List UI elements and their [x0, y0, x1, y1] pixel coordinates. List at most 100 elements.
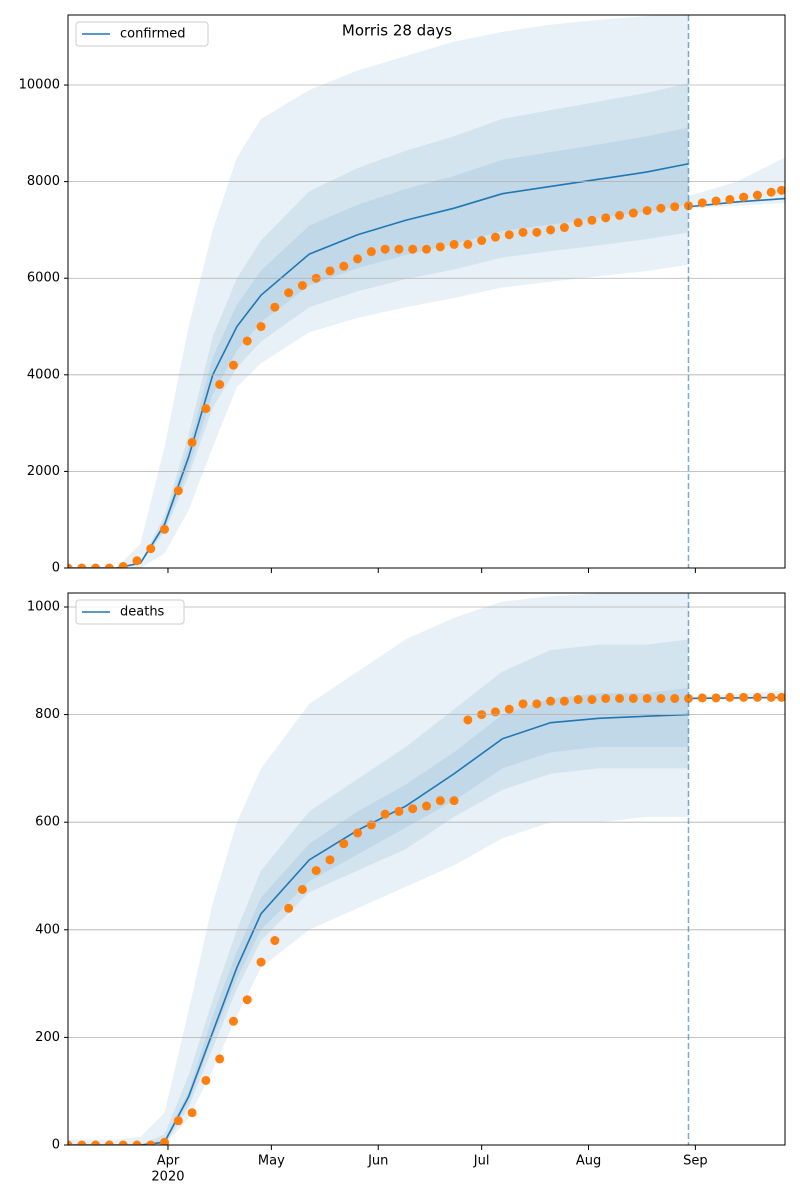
y-tick-label: 10000: [19, 78, 60, 93]
observed-point: [297, 280, 307, 290]
observed-point: [394, 806, 404, 816]
observed-point: [284, 903, 294, 913]
observed-point: [642, 693, 652, 703]
model-line: [68, 162, 689, 568]
observed-point: [146, 1140, 156, 1145]
observed-point: [683, 693, 693, 703]
legend-box: [75, 21, 209, 47]
legend-box: [75, 599, 185, 625]
observed-point: [477, 236, 487, 246]
observed-point: [628, 208, 638, 218]
forecast-band: [68, 83, 689, 568]
observed-point: [118, 562, 128, 568]
observed-point: [270, 936, 280, 946]
observed-point: [160, 524, 170, 534]
axes-frame: [67, 14, 786, 569]
observed-point: [601, 693, 611, 703]
y-tick-label: 8000: [27, 174, 60, 189]
model-line: [68, 713, 689, 1145]
observed-point: [353, 254, 363, 264]
y-tick-label: 0: [52, 561, 60, 576]
observed-point: [725, 194, 735, 204]
observed-point: [228, 1016, 238, 1026]
observed-point: [242, 336, 252, 346]
observed-point: [68, 563, 73, 568]
observed-point: [422, 801, 431, 811]
observed-point: [670, 202, 680, 212]
observed-point: [104, 1140, 114, 1145]
observed-point: [711, 196, 721, 206]
legend-label: deaths: [120, 605, 165, 620]
observed-point: [215, 379, 225, 389]
observed-point: [132, 1140, 142, 1145]
observed-point: [435, 796, 445, 806]
observed-point: [777, 692, 785, 702]
x-year-label: 2020: [151, 1170, 184, 1185]
y-tick-label: 6000: [27, 271, 60, 286]
observed-point: [739, 192, 749, 202]
observed-point: [77, 563, 87, 568]
observed-point: [490, 232, 500, 242]
observed-point: [215, 1054, 225, 1064]
observed-point: [670, 693, 680, 703]
observed-point: [77, 1140, 87, 1145]
observed-point: [573, 218, 583, 228]
observed-point: [752, 692, 762, 702]
observed-point: [573, 695, 583, 705]
observed-point: [256, 957, 266, 967]
legend: deaths: [75, 599, 185, 625]
observed-point: [201, 1075, 211, 1085]
observed-point: [132, 556, 142, 566]
observed-point: [777, 185, 785, 195]
observed-point: [532, 227, 542, 237]
observed-point: [228, 360, 238, 370]
observed-point: [752, 190, 762, 200]
y-tick-label: 2000: [27, 464, 60, 479]
observed-point: [546, 225, 556, 235]
observed-point: [91, 563, 101, 568]
observed-point: [463, 715, 473, 725]
observed-point: [339, 261, 349, 271]
observed-point: [256, 322, 266, 332]
observed-point: [104, 563, 114, 568]
observed-point: [642, 206, 652, 216]
y-tick-label: 200: [35, 1030, 60, 1045]
observed-point: [449, 239, 459, 249]
forecast-band: [68, 639, 689, 1145]
observed-point: [146, 544, 156, 554]
observed-point: [463, 239, 473, 249]
observed-point: [339, 839, 349, 849]
forecast-band: [68, 687, 689, 1145]
observed-point: [656, 693, 666, 703]
observed-point: [518, 227, 528, 237]
y-tick-label: 400: [35, 922, 60, 937]
chart-title: Morris 28 days: [342, 22, 452, 40]
observed-point: [201, 404, 211, 414]
observed-point: [311, 866, 321, 876]
plot-area: [68, 593, 785, 1145]
observed-point: [504, 230, 514, 240]
forecast-band: [68, 593, 689, 1145]
observed-point: [173, 1116, 183, 1126]
observed-point: [422, 244, 431, 254]
observed-point: [187, 1108, 197, 1118]
x-tick-label: Aug: [576, 1154, 601, 1169]
observed-point: [504, 704, 514, 714]
observed-point: [697, 198, 707, 208]
observed-point: [587, 215, 597, 225]
y-tick-label: 4000: [27, 367, 60, 382]
observed-point: [325, 855, 335, 865]
observed-point: [532, 699, 542, 709]
observed-point: [615, 210, 625, 220]
observed-point: [546, 696, 556, 706]
x-tick-label: Jul: [473, 1154, 490, 1169]
legend: confirmed: [75, 21, 209, 47]
observed-point: [366, 820, 376, 830]
observed-point: [435, 242, 445, 252]
observed-point: [739, 692, 749, 702]
observed-point: [353, 828, 363, 838]
observed-point: [173, 486, 183, 496]
observed-point: [449, 796, 459, 806]
observed-point: [325, 266, 335, 276]
